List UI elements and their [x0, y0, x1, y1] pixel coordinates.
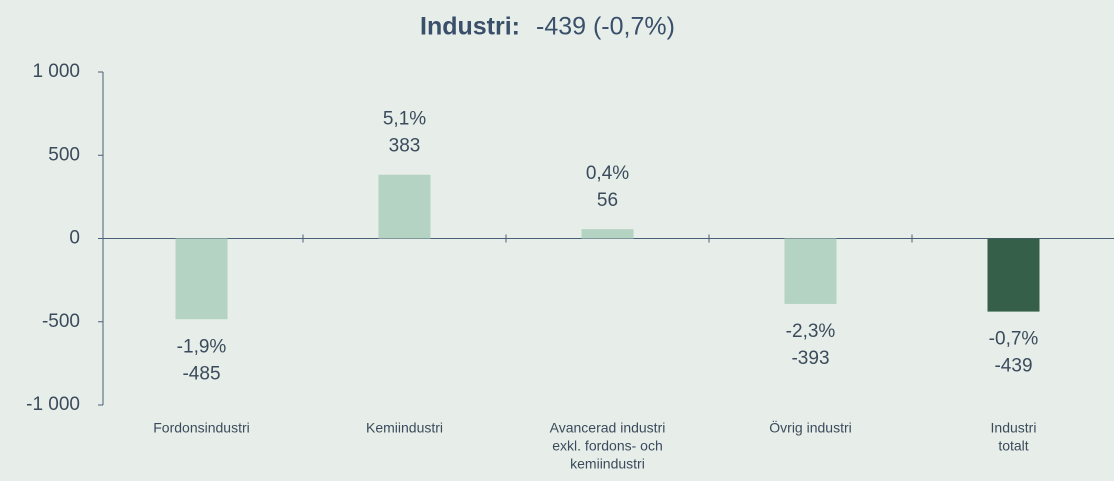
y-tick-label: 1 000 — [32, 61, 80, 82]
y-tick-label: -1 000 — [26, 394, 80, 415]
chart-title: Industri: — [420, 13, 520, 41]
data-label: 383 — [389, 136, 421, 157]
x-tick-label: Kemiindustri — [366, 420, 443, 436]
data-label: 5,1% — [383, 109, 426, 130]
x-tick-label: Industri — [991, 420, 1037, 436]
chart-subtitle: -439 (-0,7%) — [536, 13, 675, 41]
data-label: -439 — [994, 356, 1032, 377]
data-label: -1,9% — [177, 336, 227, 357]
bar — [581, 229, 634, 239]
x-tick-label: Avancerad industri — [550, 420, 666, 436]
x-tick-label: Övrig industri — [769, 419, 851, 436]
bar — [378, 174, 431, 239]
bar — [784, 238, 837, 304]
x-tick-label: totalt — [998, 438, 1028, 454]
data-label: -485 — [182, 363, 220, 384]
data-label: 0,4% — [586, 163, 629, 184]
x-tick-label: exkl. fordons- och — [552, 438, 663, 454]
data-label: 56 — [597, 190, 618, 211]
data-label: -2,3% — [786, 321, 836, 342]
bar — [987, 238, 1040, 312]
x-tick-label: kemiindustri — [570, 456, 645, 472]
y-tick-label: -500 — [42, 311, 80, 332]
x-tick-label: Fordonsindustri — [153, 420, 250, 436]
data-label: -0,7% — [989, 329, 1039, 350]
data-label: -393 — [791, 348, 829, 369]
y-tick-label: 500 — [48, 144, 80, 165]
bar — [175, 238, 228, 320]
y-tick-label: 0 — [69, 228, 80, 249]
